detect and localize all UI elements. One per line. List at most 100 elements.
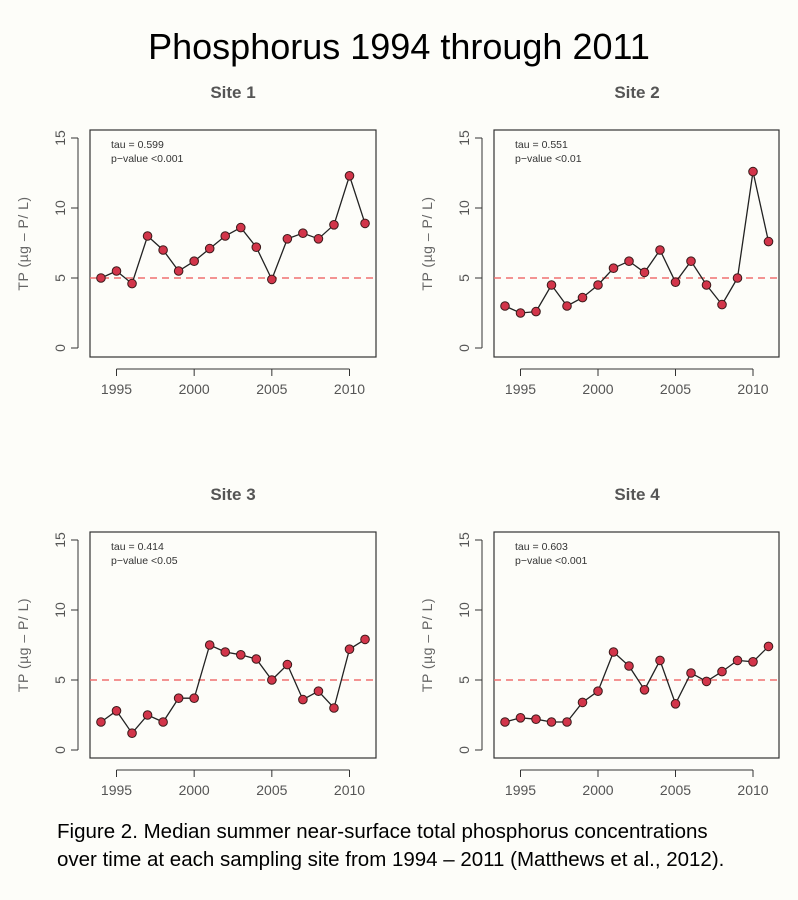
data-point-2006 [282, 659, 293, 670]
y-tick-label: 0 [456, 746, 472, 754]
figure-title: Phosphorus 1994 through 2011 [148, 26, 650, 67]
data-point-1996 [531, 306, 541, 317]
data-point-2005 [267, 675, 277, 685]
x-tick-label: 2005 [660, 782, 691, 798]
data-point-2002 [624, 661, 634, 671]
data-point-1996 [127, 728, 137, 739]
data-point-1995 [111, 706, 122, 716]
x-tick-label: 1995 [101, 381, 132, 397]
caption-line-2: over time at each sampling site from 199… [57, 848, 725, 871]
data-point-1996 [127, 278, 137, 289]
data-point-1994 [500, 717, 510, 727]
panel-site-1: Site 1 0 5 10 15 1995 2000 2005 2010 TP (µg – P/ … [15, 83, 377, 397]
data-point-2000 [593, 686, 603, 697]
p-value-annotation: p−value <0.05 [111, 555, 178, 567]
tau-annotation: tau = 0.599 [111, 139, 164, 151]
y-tick-label: 5 [52, 676, 68, 684]
data-point-2005 [670, 277, 681, 288]
x-tick-label: 1995 [101, 782, 132, 798]
x-tick-label: 2010 [334, 381, 365, 397]
y-tick-label: 5 [456, 676, 472, 684]
data-point-1997 [142, 231, 153, 241]
tau-annotation: tau = 0.414 [111, 541, 164, 553]
panel-title: Site 1 [210, 83, 255, 102]
data-point-1995 [515, 713, 526, 723]
data-point-2010 [344, 171, 355, 181]
data-point-2011 [360, 634, 370, 645]
data-point-2002 [220, 647, 231, 657]
y-axis-label: TP (µg – P/ L) [419, 196, 435, 290]
data-point-2008 [717, 299, 727, 310]
data-point-1998 [158, 245, 168, 255]
data-point-2000 [593, 280, 603, 290]
y-axis-label: TP (µg – P/ L) [15, 598, 31, 692]
y-axis-label: TP (µg – P/ L) [15, 196, 31, 290]
data-point-2009 [329, 220, 339, 230]
data-point-2002 [624, 256, 634, 267]
y-tick-label: 5 [456, 274, 472, 282]
data-point-1999 [173, 266, 184, 276]
data-point-2007 [701, 676, 712, 687]
p-value-annotation: p−value <0.001 [515, 555, 588, 567]
data-point-1997 [142, 710, 153, 720]
plot-frame [493, 129, 780, 358]
tau-annotation: tau = 0.551 [515, 139, 568, 151]
data-point-1994 [96, 273, 106, 283]
series-line [504, 171, 770, 314]
x-tick-label: 1995 [505, 381, 536, 397]
plot-frame [89, 129, 377, 358]
data-point-1994 [500, 301, 510, 311]
x-tick-label: 2000 [582, 381, 613, 397]
x-tick-label: 2010 [737, 381, 768, 397]
y-tick-label: 10 [52, 602, 68, 618]
data-point-2001 [608, 647, 619, 657]
x-tick-label: 2000 [179, 381, 210, 397]
data-point-2007 [298, 694, 308, 705]
data-point-1998 [562, 717, 572, 727]
data-point-2008 [313, 686, 324, 697]
data-point-2008 [717, 666, 727, 677]
panel-site-2: Site 2 0 5 10 15 1995 2000 2005 2010 TP (µg – P/ … [419, 83, 780, 397]
tau-annotation: tau = 0.603 [515, 541, 568, 553]
data-point-2006 [686, 256, 696, 267]
data-point-2011 [360, 218, 370, 229]
data-point-2009 [732, 273, 743, 283]
plot-frame [89, 531, 377, 759]
x-tick-label: 2010 [737, 782, 768, 798]
figure-caption: Figure 2. Median summer near-surface tot… [57, 818, 724, 874]
data-point-1998 [158, 717, 168, 727]
data-point-2011 [763, 236, 774, 247]
y-tick-label: 10 [456, 200, 472, 216]
x-tick-label: 1995 [505, 782, 536, 798]
caption-line-1: Figure 2. Median summer near-surface tot… [57, 820, 708, 843]
data-point-2001 [204, 640, 215, 650]
data-point-2005 [267, 274, 277, 285]
y-tick-label: 10 [456, 602, 472, 618]
data-point-2004 [655, 245, 665, 255]
x-tick-label: 2000 [582, 782, 613, 798]
p-value-annotation: p−value <0.01 [515, 153, 582, 165]
data-point-2004 [251, 654, 262, 664]
data-point-2000 [189, 256, 199, 267]
data-point-2010 [748, 166, 758, 177]
y-tick-label: 15 [456, 130, 472, 146]
data-point-2009 [732, 655, 743, 666]
data-point-2003 [235, 222, 246, 233]
data-point-2010 [748, 657, 758, 667]
y-tick-label: 15 [52, 532, 68, 548]
data-point-2004 [251, 242, 262, 252]
data-point-2004 [655, 655, 665, 666]
y-axis-label: TP (µg – P/ L) [419, 598, 435, 692]
series-line [100, 638, 366, 735]
y-tick-label: 15 [456, 532, 472, 548]
x-tick-label: 2010 [334, 782, 365, 798]
p-value-annotation: p−value <0.001 [111, 153, 184, 165]
data-point-2003 [639, 267, 650, 278]
data-point-2002 [220, 231, 231, 241]
data-point-2001 [204, 243, 215, 254]
data-point-2009 [329, 703, 339, 713]
data-point-1998 [562, 301, 572, 311]
data-point-2005 [670, 699, 681, 709]
y-tick-label: 0 [456, 344, 472, 352]
